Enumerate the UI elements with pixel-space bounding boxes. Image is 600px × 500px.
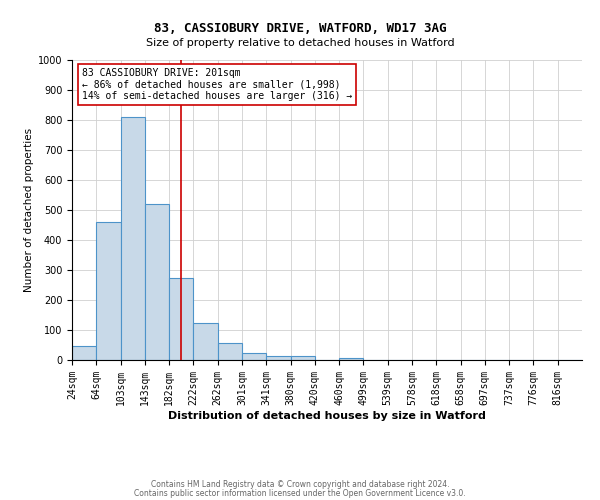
Text: 83 CASSIOBURY DRIVE: 201sqm
← 86% of detached houses are smaller (1,998)
14% of : 83 CASSIOBURY DRIVE: 201sqm ← 86% of det… [82,68,352,100]
Bar [290,356,315,360]
Y-axis label: Number of detached properties: Number of detached properties [23,128,34,292]
Bar [242,352,266,360]
X-axis label: Distribution of detached houses by size in Watford: Distribution of detached houses by size … [168,410,486,420]
Bar [169,278,193,360]
Bar [145,204,169,360]
Text: Contains public sector information licensed under the Open Government Licence v3: Contains public sector information licen… [134,489,466,498]
Text: Contains HM Land Registry data © Crown copyright and database right 2024.: Contains HM Land Registry data © Crown c… [151,480,449,489]
Bar [339,358,364,360]
Bar [96,222,121,360]
Bar [266,356,290,360]
Bar [193,322,218,360]
Text: 83, CASSIOBURY DRIVE, WATFORD, WD17 3AG: 83, CASSIOBURY DRIVE, WATFORD, WD17 3AG [154,22,446,36]
Bar [72,346,96,360]
Bar [218,342,242,360]
Bar [121,117,145,360]
Text: Size of property relative to detached houses in Watford: Size of property relative to detached ho… [146,38,454,48]
